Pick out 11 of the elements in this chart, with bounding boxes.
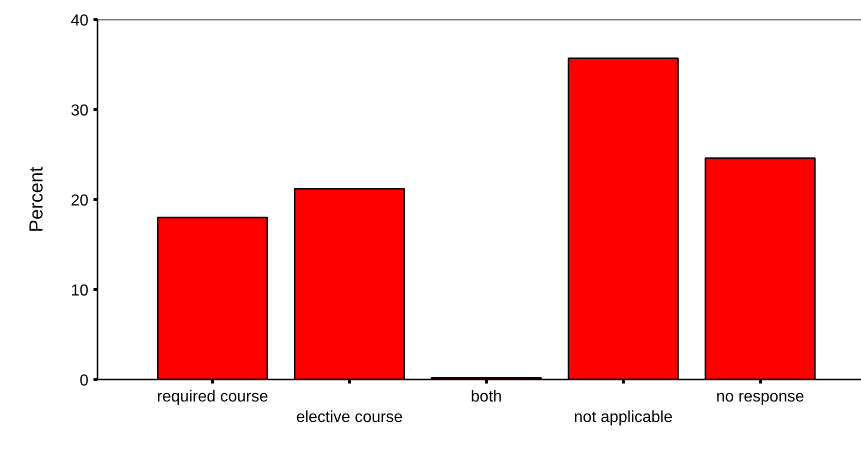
y-axis-title: Percent: [26, 166, 48, 232]
x-tick-label: no response: [716, 388, 804, 406]
x-tick-label: both: [470, 388, 502, 406]
x-tick-label: not applicable: [574, 408, 673, 426]
y-tick-label: 20: [70, 192, 89, 210]
y-tick-label: 0: [80, 372, 89, 390]
x-tick-label: elective course: [296, 408, 403, 426]
y-tick-label: 40: [70, 12, 89, 30]
y-tick-label: 10: [70, 282, 89, 300]
y-tick-label: 30: [70, 102, 89, 120]
x-tick-label: required course: [156, 388, 268, 406]
